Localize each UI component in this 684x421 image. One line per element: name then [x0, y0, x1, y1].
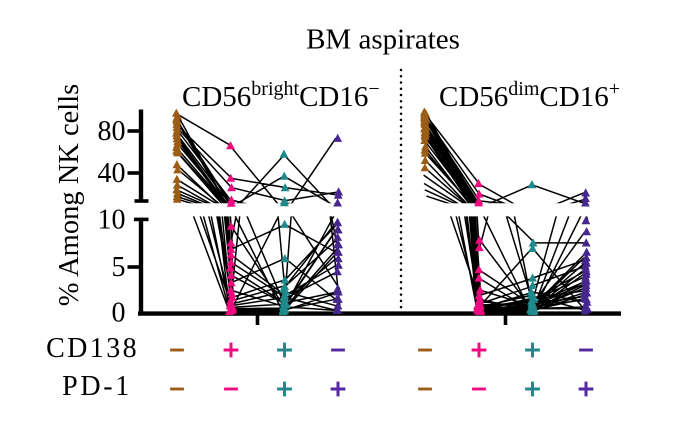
svg-text:BM aspirates: BM aspirates — [306, 24, 460, 56]
svg-text:80: 80 — [98, 116, 126, 147]
svg-text:10: 10 — [98, 204, 126, 235]
svg-text:PD-1: PD-1 — [62, 371, 132, 402]
svg-text:% Among NK cells: % Among NK cells — [54, 84, 85, 306]
svg-text:5: 5 — [112, 252, 126, 283]
svg-text:CD138: CD138 — [46, 333, 139, 364]
svg-text:0: 0 — [112, 297, 126, 328]
svg-text:40: 40 — [98, 158, 126, 189]
